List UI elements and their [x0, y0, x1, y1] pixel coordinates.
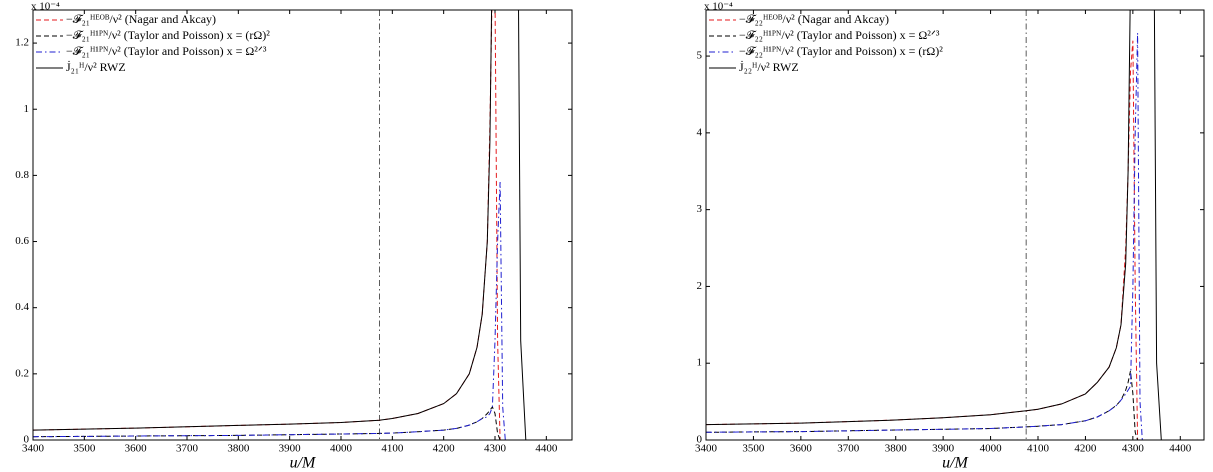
legend-label: J̇₂₂ᴴ/ν² RWZ [739, 60, 799, 74]
series-line [33, 10, 572, 440]
multiplier: x 10⁻⁴ [31, 1, 60, 13]
legend-label: J̇₂₁ᴴ/ν² RWZ [66, 60, 126, 74]
legend-label: −𝓕₂₂ᴴᴱᴼᴮ/ν² (Nagar and Akcay) [739, 12, 889, 26]
x-tick-label: 3500 [742, 443, 765, 455]
x-tick-label: 4000 [980, 443, 1003, 455]
x-axis-label: u/M [290, 455, 317, 472]
y-tick-label: 0.2 [15, 367, 29, 379]
legend-label: −𝓕₂₁ᴴᴱᴼᴮ/ν² (Nagar and Akcay) [66, 12, 216, 26]
x-tick-label: 3400 [695, 443, 718, 455]
x-tick-label: 3700 [176, 443, 199, 455]
x-tick-label: 4300 [1122, 443, 1145, 455]
y-tick-label: 0 [697, 434, 703, 446]
plot-frame [32, 9, 573, 441]
x-tick-label: 4200 [1074, 443, 1097, 455]
x-tick-label: 3600 [125, 443, 148, 455]
x-tick-label: 3800 [227, 443, 250, 455]
x-tick-label: 4100 [381, 443, 404, 455]
y-tick-label: 0.4 [15, 301, 29, 313]
legend-label: −𝓕₂₂ᴴ¹ᴾᴺ/ν² (Taylor and Poisson) x = Ω²ᐟ… [739, 28, 940, 42]
panel: 3400 3500 3600 3700 3800 3900 4000 4100 4200 4300… [695, 1, 1205, 472]
legend-label: −𝓕₂₂ᴴ¹ᴾᴺ/ν² (Taylor and Poisson) x = (rΩ… [739, 44, 943, 58]
series-group [33, 10, 572, 440]
legend-label: −𝓕₂₁ᴴ¹ᴾᴺ/ν² (Taylor and Poisson) x = (rΩ… [66, 28, 270, 42]
x-axis-label: u/M [942, 455, 969, 472]
series-line [706, 370, 1204, 440]
series-line [706, 10, 1204, 440]
x-tick-label: 3800 [885, 443, 908, 455]
panel: 3400 3500 3600 3700 3800 3900 4000 4100 4200 4300… [15, 1, 573, 472]
series-line [706, 32, 1204, 440]
y-tick-label: 2 [697, 280, 703, 292]
x-tick-label: 3400 [22, 443, 45, 455]
multiplier: x 10⁻⁴ [704, 1, 733, 13]
y-tick-label: 1.2 [15, 37, 29, 49]
x-tick-label: 4000 [330, 443, 353, 455]
x-tick-label: 4100 [1027, 443, 1050, 455]
y-tick-label: 3 [697, 203, 703, 215]
x-tick-label: 3900 [279, 443, 302, 455]
x-tick-label: 4400 [1169, 443, 1192, 455]
x-tick-label: 3500 [73, 443, 96, 455]
y-tick-label: 0.8 [15, 169, 29, 181]
series-line [33, 181, 572, 440]
legend-label: −𝓕₂₁ᴴ¹ᴾᴺ/ν² (Taylor and Poisson) x = Ω²ᐟ… [66, 44, 267, 58]
x-tick-label: 3900 [932, 443, 955, 455]
y-tick-label: 4 [697, 126, 703, 138]
x-tick-label: 3600 [790, 443, 813, 455]
x-tick-label: 4300 [484, 443, 507, 455]
x-tick-label: 4200 [433, 443, 456, 455]
y-tick-label: 1 [697, 357, 703, 369]
x-tick-label: 3700 [837, 443, 860, 455]
y-tick-label: 0.6 [15, 235, 29, 247]
y-tick-label: 5 [697, 50, 703, 62]
plot-frame [705, 9, 1205, 441]
y-tick-label: 0 [24, 434, 30, 446]
y-tick-label: 1 [24, 103, 30, 115]
series-group [706, 10, 1204, 440]
x-tick-label: 4400 [535, 443, 558, 455]
